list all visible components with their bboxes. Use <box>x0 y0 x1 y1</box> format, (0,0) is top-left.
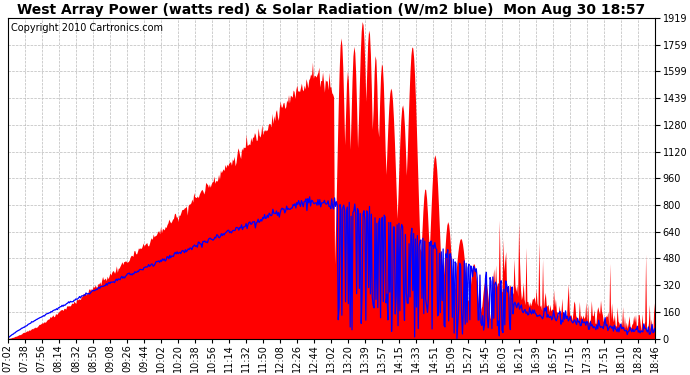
Text: Copyright 2010 Cartronics.com: Copyright 2010 Cartronics.com <box>11 23 163 33</box>
Title: West Array Power (watts red) & Solar Radiation (W/m2 blue)  Mon Aug 30 18:57: West Array Power (watts red) & Solar Rad… <box>17 3 645 17</box>
